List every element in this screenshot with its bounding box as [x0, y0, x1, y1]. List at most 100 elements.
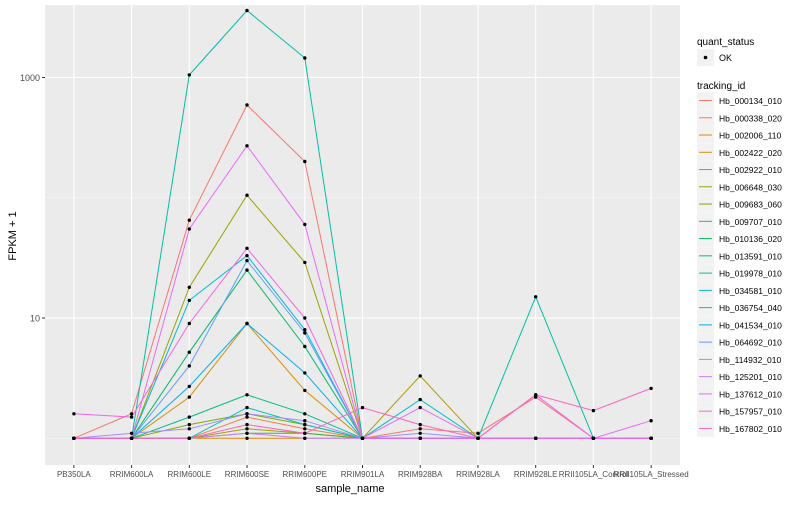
- data-point: [129, 412, 134, 416]
- major-gridlines: [45, 5, 680, 465]
- data-point: [245, 415, 249, 419]
- data-point: [187, 422, 191, 427]
- x-tick-label: RRIM600LA: [110, 470, 154, 479]
- data-point: [303, 427, 307, 431]
- data-point: [245, 144, 249, 148]
- data-point: [129, 436, 134, 440]
- data-point: [534, 436, 538, 440]
- data-point: [418, 422, 422, 427]
- x-tick-label: RRIM928LE: [514, 470, 558, 479]
- legend-label: Hb_006648_030: [719, 182, 782, 192]
- x-tick-label: RRIM600LE: [168, 470, 212, 479]
- legend-label: Hb_125201_010: [719, 372, 782, 382]
- data-point: [303, 436, 307, 440]
- data-point: [534, 295, 538, 299]
- data-point: [245, 422, 249, 427]
- legend-label: Hb_010136_020: [719, 234, 782, 244]
- legend-label: Hb_167802_010: [719, 424, 782, 434]
- data-point: [418, 436, 422, 440]
- data-point: [245, 405, 249, 410]
- data-point: [418, 431, 422, 435]
- legend-label: Hb_036754_040: [719, 303, 782, 313]
- x-tick-label: RRII105LA_Stressed: [614, 470, 689, 479]
- data-point: [187, 415, 191, 419]
- x-tick-label: RRIM600PE: [283, 470, 327, 479]
- y-tick-label: 10: [30, 314, 40, 324]
- data-point: [187, 73, 191, 77]
- x-axis-label: sample_name: [315, 483, 384, 495]
- data-point: [534, 393, 538, 397]
- data-point: [245, 427, 249, 431]
- data-point: [187, 298, 191, 303]
- legend-title-quant-status: quant_status: [697, 37, 754, 48]
- data-point: [187, 384, 191, 389]
- y-axis: 10 1000: [20, 73, 45, 324]
- data-point: [245, 412, 249, 416]
- data-point: [245, 8, 249, 13]
- legend-label: Hb_013591_010: [719, 251, 782, 261]
- data-point: [649, 419, 653, 423]
- legend-label: Hb_009707_010: [719, 217, 782, 227]
- legend-label: Hb_000134_010: [719, 96, 782, 106]
- x-tick-label: RRIM928LA: [456, 470, 500, 479]
- data-point: [360, 436, 365, 440]
- legend-label: OK: [719, 53, 732, 63]
- data-point: [303, 56, 307, 60]
- data-point: [303, 159, 307, 164]
- x-tick-label: PB350LA: [57, 470, 91, 479]
- data-point: [303, 316, 307, 320]
- data-point: [303, 328, 307, 332]
- data-point: [303, 344, 307, 349]
- data-point: [245, 393, 249, 397]
- data-point: [245, 436, 249, 440]
- data-point: [245, 268, 249, 272]
- data-point: [303, 260, 307, 265]
- data-point: [72, 436, 76, 440]
- legend-label: Hb_137612_010: [719, 389, 782, 399]
- data-point: [245, 258, 249, 263]
- data-point: [303, 422, 307, 427]
- data-point: [245, 103, 249, 107]
- legend-label: Hb_009683_060: [719, 200, 782, 210]
- legend-label: Hb_034581_010: [719, 286, 782, 296]
- data-point: [187, 364, 191, 368]
- data-point: [591, 436, 596, 440]
- data-point: [591, 408, 596, 413]
- legend-label: Hb_041534_010: [719, 320, 782, 330]
- data-point: [303, 431, 307, 435]
- legend: quant_status OK tracking_id Hb_000134_010 Hb…: [697, 37, 782, 437]
- data-point: [187, 436, 191, 440]
- data-point: [649, 386, 653, 391]
- x-tick-label: RRIM928BA: [398, 470, 443, 479]
- data-point: [187, 285, 191, 289]
- data-point: [360, 405, 365, 410]
- legend-label: Hb_002422_020: [719, 148, 782, 158]
- legend-label: Hb_019978_010: [719, 269, 782, 279]
- data-point: [303, 419, 307, 423]
- data-point: [649, 436, 653, 440]
- y-axis-label: FPKM + 1: [7, 211, 19, 260]
- legend-label: Hb_002922_010: [719, 165, 782, 175]
- data-point: [418, 374, 422, 378]
- data-point: [476, 431, 480, 435]
- data-point: [187, 395, 191, 399]
- data-point: [303, 388, 307, 393]
- data-point: [245, 253, 249, 258]
- legend-label: Hb_000338_020: [719, 113, 782, 123]
- x-axis: PB350LA RRIM600LA RRIM600LE RRIM600SE RRIM60…: [57, 465, 689, 479]
- legend-label: Hb_002006_110: [719, 131, 782, 141]
- data-point: [187, 427, 191, 431]
- data-point: [129, 431, 134, 435]
- data-point: [245, 321, 249, 326]
- data-point: [303, 412, 307, 416]
- x-tick-label: RRII105LA_Control: [559, 470, 629, 479]
- data-point: [303, 222, 307, 227]
- data-point: [476, 436, 480, 440]
- data-point: [187, 350, 191, 354]
- data-point: [303, 371, 307, 375]
- legend-label: Hb_064692_010: [719, 338, 782, 348]
- data-point: [418, 427, 422, 431]
- legend-title-tracking-id: tracking_id: [697, 81, 745, 92]
